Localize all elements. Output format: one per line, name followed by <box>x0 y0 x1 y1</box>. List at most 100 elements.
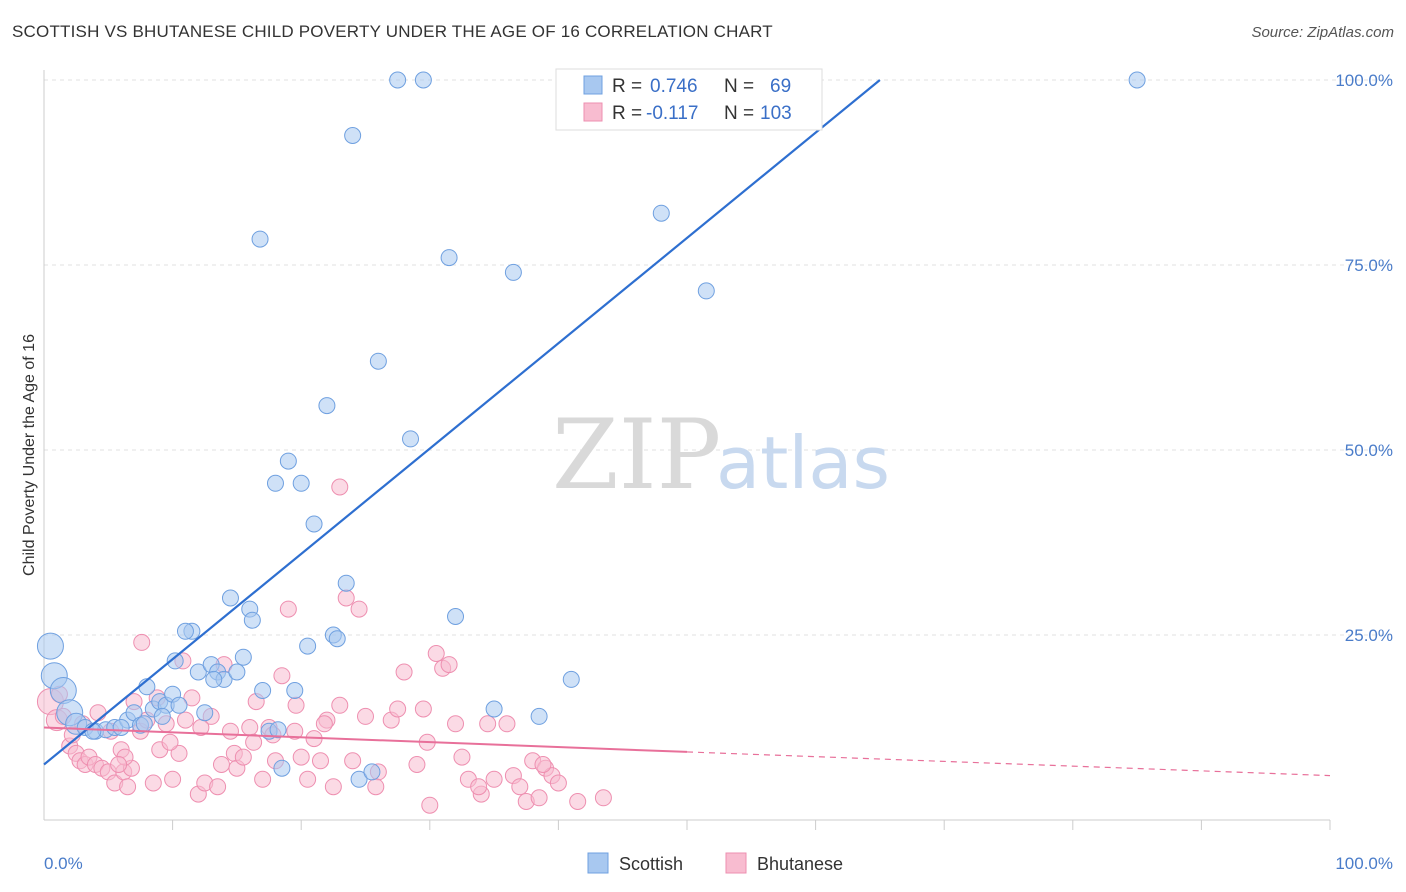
bhutanese-point-54 <box>344 752 362 770</box>
scottish-point-59 <box>652 204 670 222</box>
scottish-point-30 <box>254 682 272 699</box>
scottish-point-32 <box>266 474 284 492</box>
chart-source: Source: ZipAtlas.com <box>1251 24 1394 41</box>
scottish-point-36 <box>292 474 310 492</box>
scottish-point-63 <box>112 719 130 736</box>
bhutanese-point-34 <box>221 722 239 740</box>
bhutanese-point-84 <box>331 478 349 496</box>
bhutanese-trendline-extension <box>686 751 1331 777</box>
bhutanese-point-25 <box>170 744 188 762</box>
scottish-point-29 <box>243 611 261 629</box>
scottish-point-60 <box>697 282 715 300</box>
scottish-point-25 <box>221 589 239 607</box>
bhutanese-point-81 <box>549 774 567 792</box>
bhutanese-n-value: 103 <box>760 103 792 124</box>
scottish-point-54 <box>504 263 522 281</box>
scottish-point-35 <box>286 682 304 699</box>
x-tick-labels: 0.0% 100.0% <box>44 854 1393 873</box>
bhutanese-point-96 <box>212 756 230 773</box>
scottish-point-64 <box>176 622 194 640</box>
bhutanese-point-72 <box>485 770 503 788</box>
scottish-point-55 <box>530 707 548 725</box>
bhutanese-point-32 <box>209 778 227 796</box>
bhutanese-point-44 <box>279 600 297 618</box>
bhutanese-point-64 <box>427 645 445 662</box>
bhutanese-point-75 <box>511 778 529 796</box>
bhutanese-n-label: N = <box>724 103 754 124</box>
bhutanese-point-24 <box>164 770 182 788</box>
scottish-point-56 <box>562 670 580 688</box>
bhutanese-point-47 <box>299 770 317 788</box>
bhutanese-point-102 <box>534 756 552 773</box>
trendlines <box>43 79 1331 777</box>
scottish-point-66 <box>153 707 171 725</box>
scottish-point-21 <box>196 704 214 722</box>
scottish-point-48 <box>402 430 420 448</box>
bhutanese-point-63 <box>421 796 439 814</box>
bhutanese-bottom-label: Bhutanese <box>757 854 843 874</box>
bhutanese-point-53 <box>337 589 355 607</box>
bhutanese-point-78 <box>530 789 548 807</box>
bhutanese-point-59 <box>389 700 407 718</box>
bhutanese-r-value: -0.117 <box>646 103 698 124</box>
scottish-point-26 <box>228 663 246 681</box>
scottish-point-61 <box>1128 71 1146 89</box>
bhutanese-point-45 <box>286 722 304 740</box>
bhutanese-point-86 <box>245 733 263 751</box>
bhutanese-point-56 <box>357 707 374 725</box>
scottish-point-27 <box>234 648 252 666</box>
bhutanese-point-55 <box>350 600 368 618</box>
bhutanese-point-62 <box>414 700 432 718</box>
chart-title: SCOTTISH VS BHUTANESE CHILD POVERTY UNDE… <box>12 22 773 41</box>
bhutanese-point-38 <box>241 719 259 736</box>
bhutanese-point-82 <box>569 793 587 810</box>
bhutanese-point-40 <box>254 770 272 788</box>
scottish-point-50 <box>440 249 458 267</box>
scottish-point-49 <box>414 71 432 89</box>
y-tick-label-3: 100.0% <box>1335 71 1393 90</box>
scottish-point-65 <box>205 670 223 688</box>
bottom-legend: Scottish Bhutanese <box>587 852 843 874</box>
scottish-n-label: N = <box>724 76 754 97</box>
scottish-r-value: 0.746 <box>650 76 698 97</box>
scottish-point-0 <box>36 632 64 660</box>
bhutanese-point-27 <box>183 689 201 707</box>
bhutanese-trendline <box>43 726 688 753</box>
bhutanese-bottom-swatch <box>725 852 747 874</box>
x-tick-label-1: 100.0% <box>1335 854 1393 873</box>
bhutanese-point-20 <box>144 774 162 792</box>
bhutanese-point-61 <box>408 756 426 773</box>
scottish-point-44 <box>350 770 368 788</box>
bhutanese-point-90 <box>89 704 107 722</box>
scottish-point-67 <box>269 721 287 739</box>
watermark-zip: ZIP <box>552 399 721 511</box>
bhutanese-legend-swatch <box>583 102 603 122</box>
bhutanese-point-15 <box>119 778 137 796</box>
watermark: ZIP atlas <box>552 399 890 511</box>
bhutanese-points <box>36 478 612 814</box>
bhutanese-point-71 <box>479 715 497 733</box>
bhutanese-point-26 <box>176 711 194 729</box>
scottish-point-51 <box>447 608 465 625</box>
scottish-point-45 <box>363 763 381 781</box>
scottish-r-label: R = <box>612 76 642 97</box>
scottish-trendline <box>43 79 881 766</box>
scottish-n-value: 69 <box>770 76 791 97</box>
scottish-point-17 <box>170 696 188 714</box>
scottish-point-20 <box>189 663 207 681</box>
bhutanese-point-66 <box>440 656 458 674</box>
bhutanese-point-51 <box>324 778 342 796</box>
bhutanese-point-67 <box>447 715 465 733</box>
bhutanese-point-85 <box>287 696 305 714</box>
scottish-bottom-swatch <box>587 852 609 874</box>
scottish-point-33 <box>273 759 291 777</box>
bhutanese-point-98 <box>315 715 333 733</box>
scottish-point-52 <box>251 230 269 248</box>
stats-legend: R = 0.746 N = 69 R = -0.117 N = 103 <box>555 68 823 131</box>
scottish-point-43 <box>344 127 362 144</box>
scottish-bottom-label: Scottish <box>619 854 683 874</box>
scottish-point-41 <box>328 630 346 648</box>
bhutanese-point-37 <box>234 748 252 766</box>
scottish-point-18 <box>166 652 184 670</box>
